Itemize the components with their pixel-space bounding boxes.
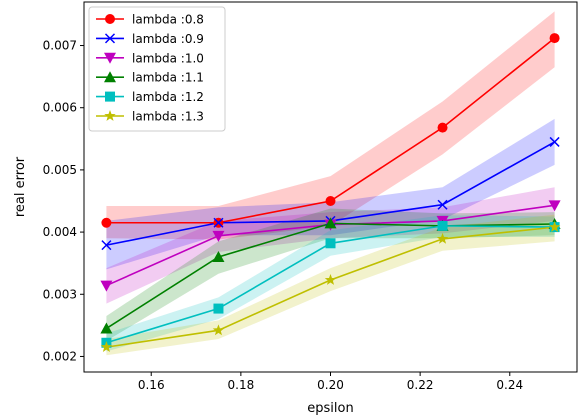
data-point-5-3 [436, 232, 449, 244]
data-point-4-2 [325, 238, 336, 249]
legend-label-3: lambda :1.1 [132, 71, 204, 85]
data-point-5-2 [324, 273, 337, 285]
data-point-4-1 [213, 303, 224, 314]
x-axis: 0.16 0.18 0.20 0.22 0.24 [138, 372, 523, 392]
legend-marker-4 [105, 91, 115, 102]
y-axis-label: real error [13, 156, 28, 217]
series-band-4 [106, 215, 555, 352]
y-tick-label: 0.002 [43, 349, 77, 363]
data-point-3-2 [324, 217, 337, 229]
data-point-0-4 [549, 33, 560, 44]
data-point-5-4 [548, 221, 561, 232]
data-point-1-4 [549, 136, 560, 147]
legend-marker-0 [105, 14, 115, 24]
x-tick-label: 0.20 [317, 378, 344, 392]
data-point-4-3 [437, 220, 448, 231]
data-point-2-0 [100, 280, 113, 292]
data-point-1-3 [437, 199, 448, 210]
data-point-3-0 [100, 322, 113, 334]
y-tick-label: 0.004 [43, 225, 77, 239]
series-band-5 [106, 214, 555, 356]
data-point-5-0 [100, 341, 113, 352]
x-axis-label: epsilon [307, 401, 353, 416]
legend-label-2: lambda :1.0 [132, 51, 204, 65]
legend-marker-5 [104, 110, 116, 121]
y-tick-label: 0.003 [43, 287, 77, 301]
data-point-5-1 [212, 324, 225, 336]
data-point-1-1 [213, 217, 224, 228]
data-point-0-2 [325, 195, 336, 206]
x-tick-label: 0.18 [228, 378, 255, 392]
x-tick-label: 0.22 [407, 378, 434, 392]
y-tick-label: 0.005 [43, 163, 77, 177]
series-band-0 [106, 11, 555, 240]
legend-label-1: lambda :0.9 [132, 32, 204, 46]
series-markers [100, 33, 561, 352]
legend-label-0: lambda :0.8 [132, 13, 204, 27]
legend-marker-1 [104, 33, 116, 44]
y-tick-label: 0.006 [43, 101, 77, 115]
data-point-0-0 [101, 217, 112, 228]
legend-marker-2 [104, 52, 116, 64]
data-point-3-1 [212, 250, 225, 262]
legend-marker-3 [104, 71, 116, 83]
x-tick-label: 0.16 [138, 378, 165, 392]
data-point-0-3 [437, 122, 448, 133]
legend: lambda :0.8 lambda :0.9 lambda :1.0 lambda … [88, 6, 226, 132]
legend-label-5: lambda :1.3 [132, 110, 204, 124]
x-tick-label: 0.24 [496, 378, 523, 392]
data-point-2-4 [548, 200, 561, 212]
data-point-1-0 [101, 240, 112, 251]
legend-label-4: lambda :1.2 [132, 90, 204, 104]
data-point-2-1 [212, 230, 225, 242]
y-tick-label: 0.007 [43, 39, 77, 53]
y-axis: 0.002 0.003 0.004 0.005 0.006 0.007 [43, 39, 84, 363]
